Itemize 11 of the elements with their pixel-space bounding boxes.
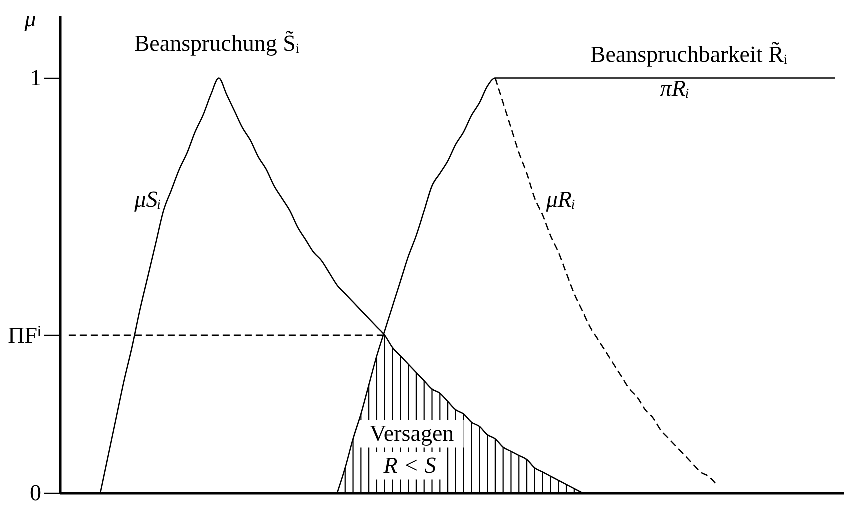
series-label: μRᵢ [545, 187, 576, 212]
y-axis-title: μ [24, 6, 36, 32]
y-tick-label: 1 [30, 66, 42, 91]
annotation: Beanspruchbarkeit R̃ᵢ [590, 41, 788, 67]
y-tick-label: ΠFⁱ [8, 322, 42, 348]
annotation: Beanspruchung S̃ᵢ [134, 30, 300, 56]
annotation: R < S [382, 453, 437, 478]
series-label: μSᵢ [134, 187, 162, 212]
annotation: Versagen [370, 421, 455, 446]
series-label: πRᵢ [660, 76, 690, 101]
y-tick-label: 0 [30, 480, 42, 506]
